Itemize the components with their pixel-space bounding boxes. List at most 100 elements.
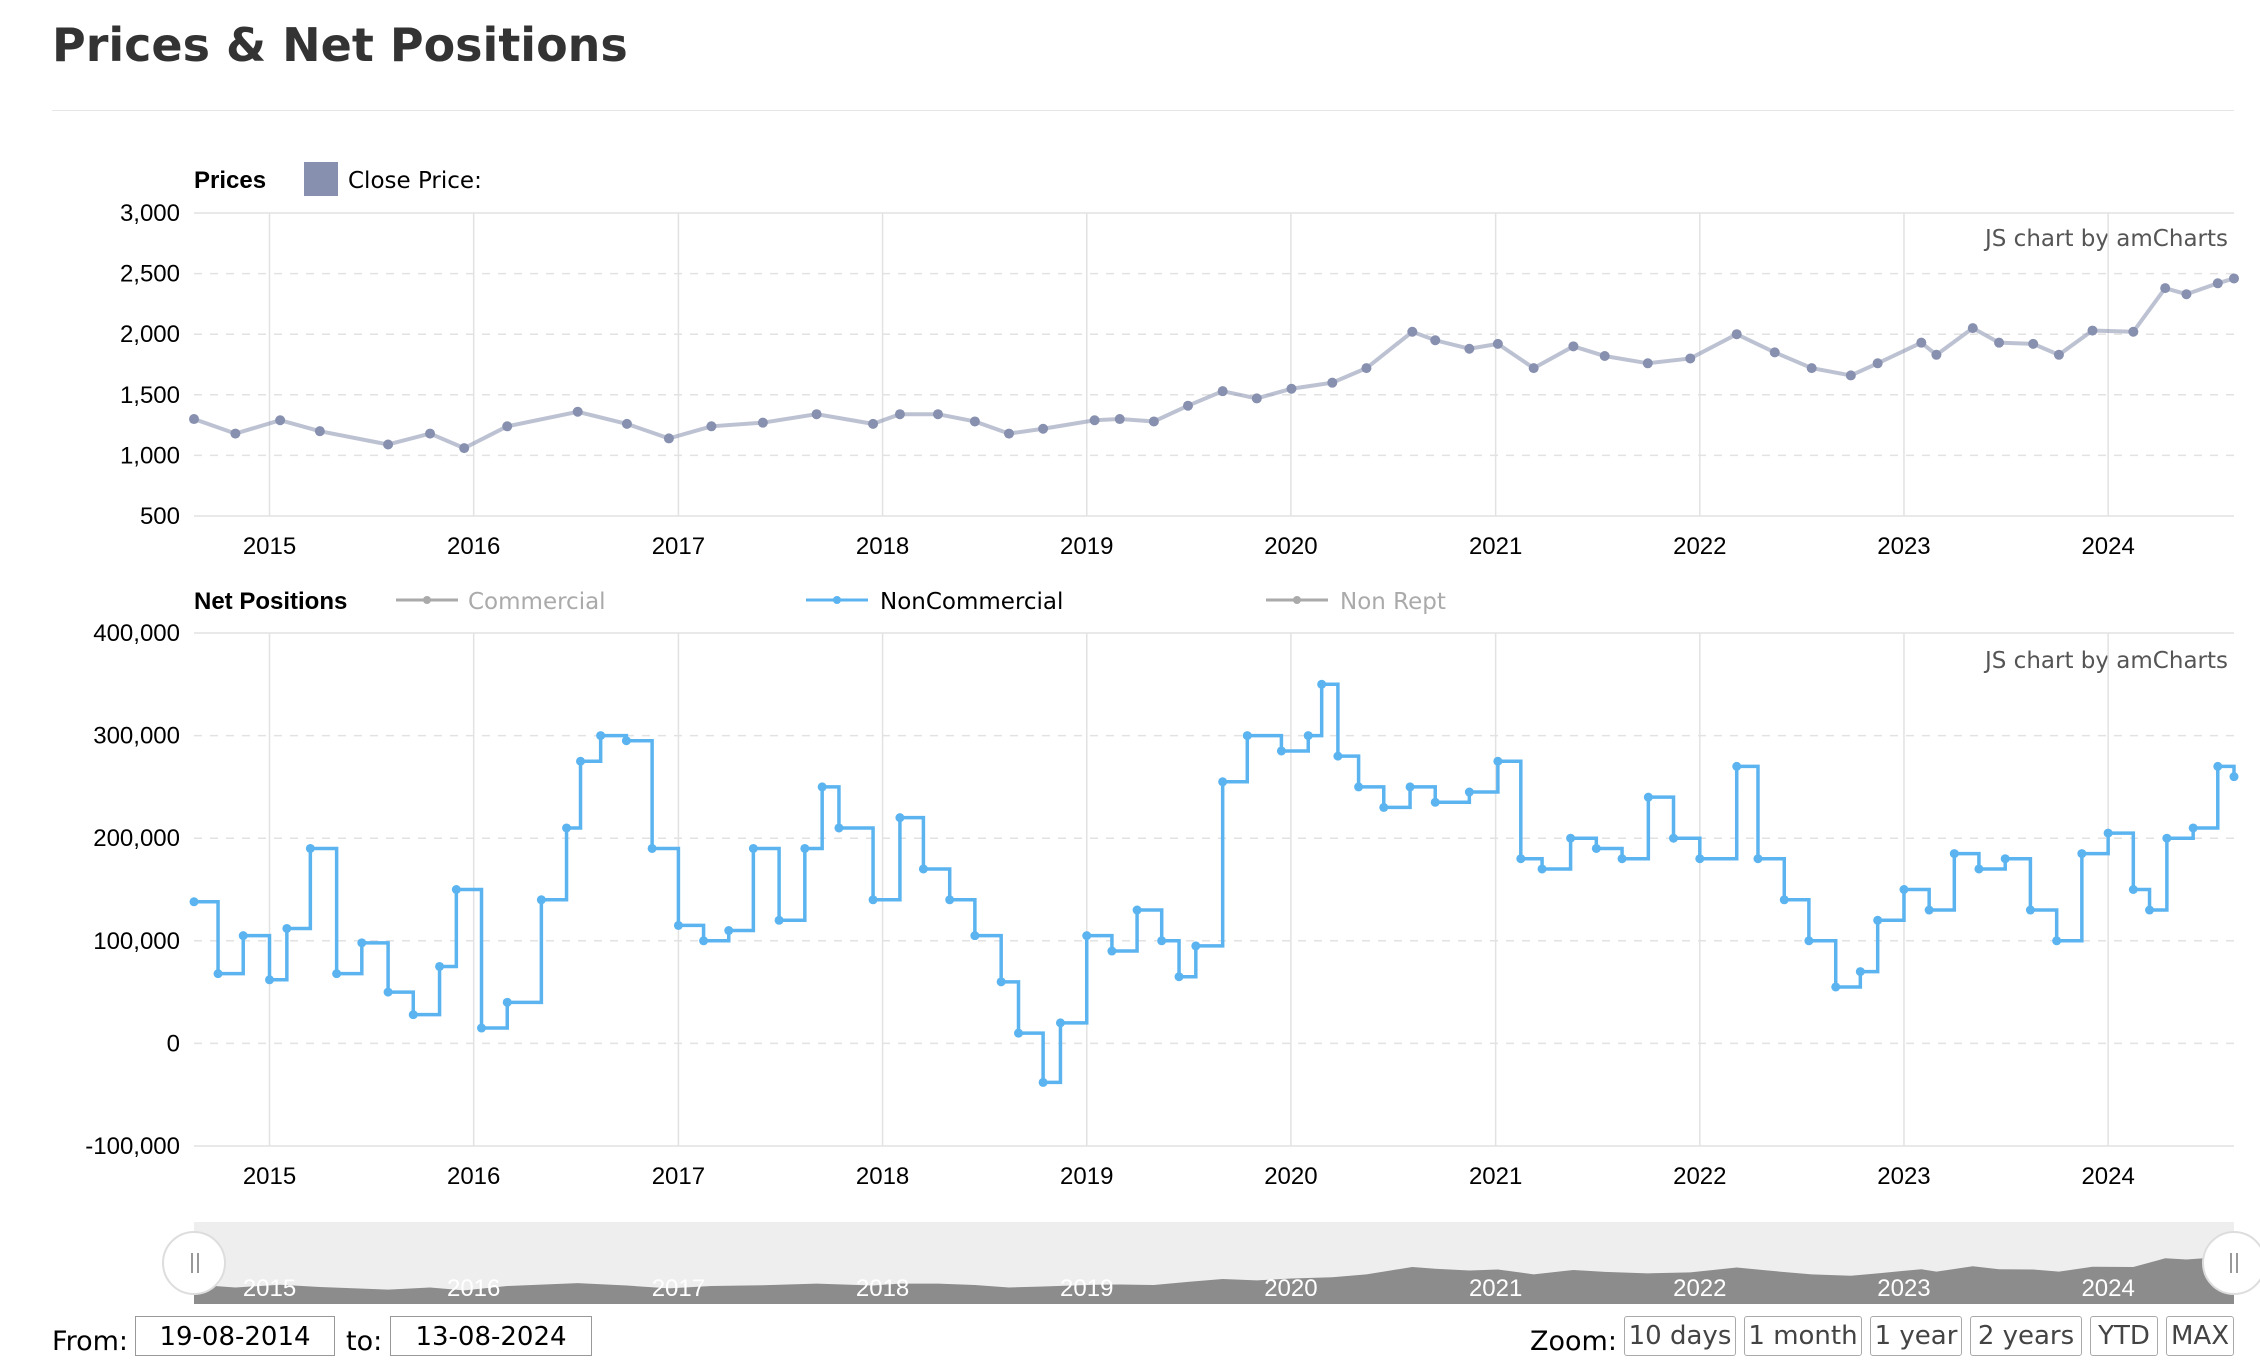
close-price-point bbox=[383, 439, 394, 450]
noncommercial-point bbox=[1643, 792, 1653, 802]
x-tick-label: 2017 bbox=[652, 1163, 705, 1190]
charts-svg: Prices Close Price: JS chart by amCharts… bbox=[85, 162, 2260, 1304]
noncommercial-point bbox=[1354, 782, 1364, 792]
close-price-point bbox=[1599, 351, 1610, 362]
noncommercial-point bbox=[477, 1023, 487, 1033]
prices-panel: Prices Close Price: JS chart by amCharts… bbox=[120, 162, 2239, 560]
amcharts-credit[interactable]: JS chart by amCharts bbox=[1983, 226, 2228, 252]
noncommercial-point bbox=[383, 987, 393, 997]
noncommercial-point bbox=[724, 926, 734, 936]
noncommercial-point bbox=[1753, 854, 1763, 864]
noncommercial-point bbox=[282, 923, 292, 933]
close-price-point bbox=[1361, 363, 1372, 374]
close-price-point bbox=[425, 428, 436, 439]
close-price-point bbox=[1931, 349, 1942, 360]
x-tick-label: 2020 bbox=[1264, 533, 1317, 560]
close-price-point bbox=[1407, 326, 1418, 337]
scrollbar-left-handle[interactable] bbox=[162, 1231, 226, 1295]
noncommercial-point bbox=[2213, 761, 2223, 771]
close-price-point bbox=[1251, 393, 1262, 404]
noncommercial-point bbox=[1333, 751, 1343, 761]
legend-commercial[interactable]: Commercial bbox=[396, 589, 606, 615]
x-tick-label: 2016 bbox=[447, 1163, 500, 1190]
noncommercial-point bbox=[1157, 936, 1167, 946]
noncommercial-point bbox=[2145, 905, 2155, 915]
noncommercial-point bbox=[332, 969, 342, 979]
close-price-point bbox=[811, 409, 822, 420]
close-price-legend-swatch[interactable] bbox=[304, 162, 338, 196]
close-price-point bbox=[2181, 289, 2192, 300]
close-price-legend-label[interactable]: Close Price: bbox=[348, 168, 482, 194]
legend-non-rept[interactable]: Non Rept bbox=[1266, 589, 1446, 615]
legend-noncommercial-label[interactable]: NonCommercial bbox=[880, 589, 1063, 615]
noncommercial-point bbox=[1379, 802, 1389, 812]
title-divider bbox=[52, 110, 2234, 111]
noncommercial-point bbox=[189, 897, 199, 907]
x-tick-label: 2022 bbox=[1673, 533, 1726, 560]
y-tick-label: 400,000 bbox=[93, 620, 180, 647]
legend-non-rept-label[interactable]: Non Rept bbox=[1340, 589, 1446, 615]
noncommercial-point bbox=[1276, 746, 1286, 756]
y-tick-label: 200,000 bbox=[93, 825, 180, 852]
range-controls: From: 19-08-2014 to: 13-08-2024 Zoom: 10… bbox=[0, 1310, 2260, 1360]
noncommercial-line bbox=[194, 682, 2236, 1085]
x-tick-label: 2019 bbox=[1060, 533, 1113, 560]
noncommercial-point bbox=[1405, 782, 1415, 792]
scrollbar-year-label: 2022 bbox=[1673, 1275, 1726, 1302]
scrollbar-right-handle[interactable] bbox=[2202, 1231, 2260, 1295]
close-price-point bbox=[2229, 273, 2239, 284]
x-tick-label: 2018 bbox=[856, 533, 909, 560]
close-price-point bbox=[1769, 347, 1780, 358]
zoom-1-month-button[interactable]: 1 month bbox=[1744, 1316, 1862, 1356]
noncommercial-point bbox=[357, 938, 367, 948]
close-price-point bbox=[189, 414, 199, 425]
legend-commercial-label[interactable]: Commercial bbox=[468, 589, 606, 615]
noncommercial-point bbox=[2077, 849, 2087, 859]
noncommercial-point bbox=[1014, 1028, 1024, 1038]
zoom-1-year-button[interactable]: 1 year bbox=[1870, 1316, 1962, 1356]
to-date-input[interactable]: 13-08-2024 bbox=[390, 1316, 592, 1356]
x-tick-label: 2021 bbox=[1469, 1163, 1522, 1190]
noncommercial-point bbox=[817, 782, 827, 792]
close-price-point bbox=[2087, 325, 2098, 336]
noncommercial-point bbox=[238, 931, 248, 941]
close-price-point bbox=[1528, 363, 1539, 374]
net-positions-panel-title: Net Positions bbox=[194, 588, 347, 615]
zoom-max-button[interactable]: MAX bbox=[2166, 1316, 2234, 1356]
noncommercial-point bbox=[562, 823, 572, 833]
x-tick-label: 2017 bbox=[652, 533, 705, 560]
x-tick-label: 2020 bbox=[1264, 1163, 1317, 1190]
x-tick-label: 2016 bbox=[447, 533, 500, 560]
noncommercial-point bbox=[2025, 905, 2035, 915]
noncommercial-point bbox=[2052, 936, 2062, 946]
close-price-point bbox=[1114, 414, 1125, 425]
scrollbar-year-label: 2015 bbox=[243, 1275, 296, 1302]
noncommercial-point bbox=[502, 997, 512, 1007]
noncommercial-point bbox=[1804, 936, 1814, 946]
close-price-point bbox=[314, 426, 325, 437]
from-date-input[interactable]: 19-08-2014 bbox=[135, 1316, 335, 1356]
zoom-2-years-button[interactable]: 2 years bbox=[1970, 1316, 2082, 1356]
zoom-ytd-button[interactable]: YTD bbox=[2090, 1316, 2158, 1356]
noncommercial-point bbox=[213, 969, 223, 979]
noncommercial-point bbox=[621, 736, 631, 746]
amcharts-credit-2[interactable]: JS chart by amCharts bbox=[1983, 648, 2228, 674]
close-price-point bbox=[1286, 383, 1297, 394]
noncommercial-point bbox=[1191, 941, 1201, 951]
noncommercial-point bbox=[265, 975, 275, 985]
zoom-10-days-button[interactable]: 10 days bbox=[1624, 1316, 1736, 1356]
net-y-axis: 400,000 300,000 200,000 100,000 0 -100,000 bbox=[85, 620, 180, 1160]
close-price-series bbox=[189, 273, 2239, 454]
noncommercial-point bbox=[2188, 823, 2198, 833]
noncommercial-point bbox=[834, 823, 844, 833]
scrollbar[interactable]: 2015 2016 2017 2018 2019 2020 2021 2022 2023 2024 bbox=[162, 1222, 2260, 1304]
close-price-point bbox=[969, 416, 980, 427]
close-price-point bbox=[1994, 337, 2005, 348]
legend-noncommercial[interactable]: NonCommercial bbox=[806, 589, 1063, 615]
noncommercial-point bbox=[2128, 885, 2138, 894]
x-tick-label: 2024 bbox=[2081, 1163, 2134, 1190]
noncommercial-point bbox=[1464, 787, 1474, 797]
y-tick-label: 2,000 bbox=[120, 321, 180, 348]
close-price-point bbox=[1327, 377, 1338, 388]
close-price-point bbox=[2028, 338, 2039, 349]
